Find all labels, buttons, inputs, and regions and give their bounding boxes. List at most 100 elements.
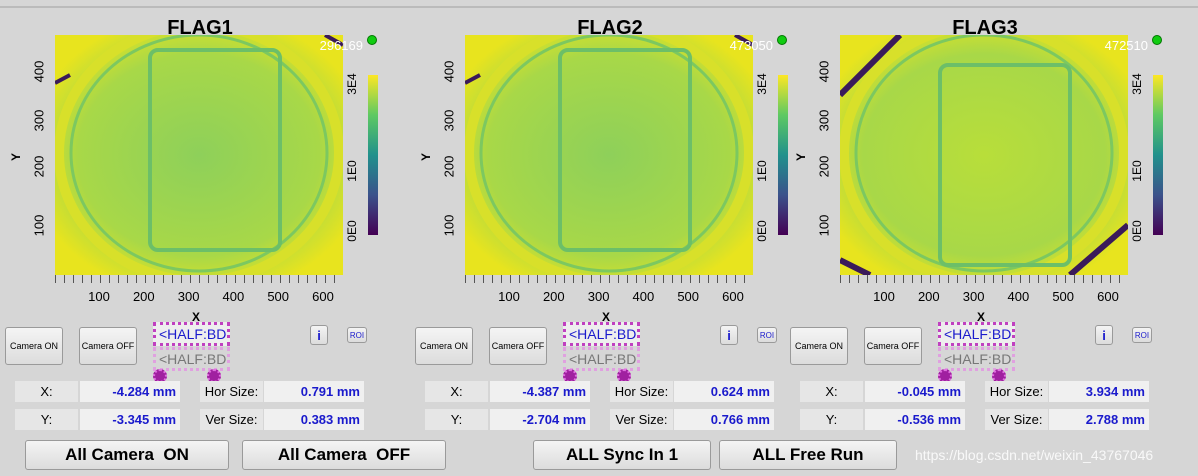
global-button[interactable]: All Camera OFF: [242, 440, 446, 470]
roi-button[interactable]: ROI: [757, 327, 777, 343]
x-tick-label: 600: [1097, 289, 1119, 304]
readout-label: Hor Size:: [610, 381, 673, 402]
status-led: [777, 35, 787, 45]
readout-value: -3.345 mm: [80, 409, 180, 430]
roi-button[interactable]: ROI: [347, 327, 367, 343]
panel-title: FLAG2: [577, 17, 643, 39]
pixel-count: 473050: [729, 38, 773, 53]
info-button[interactable]: i: [1095, 325, 1113, 345]
y-tick-label: 100: [816, 214, 832, 237]
x-axis-label: X: [192, 310, 201, 324]
x-tick-label: 400: [632, 289, 655, 304]
pixel-count: 472510: [1104, 38, 1148, 53]
panel-title: FLAG3: [952, 17, 1018, 39]
x-tick-label: 100: [498, 289, 520, 304]
y-axis-label: Y: [9, 152, 23, 161]
readout-label: X:: [15, 381, 78, 402]
x-tick-label: 100: [873, 289, 895, 304]
colorbar-label: 1E0: [1130, 160, 1144, 182]
info-button[interactable]: i: [310, 325, 328, 345]
x-tick-label: 600: [722, 289, 744, 304]
x-tick-label: 300: [177, 289, 200, 304]
y-tick-label: 200: [816, 155, 832, 178]
readout-label: Hor Size:: [200, 381, 263, 402]
readout-value: -0.536 mm: [865, 409, 965, 430]
x-axis-ticks: [840, 275, 1128, 283]
info-button[interactable]: i: [720, 325, 738, 345]
y-axis-label: Y: [794, 152, 808, 161]
image-svg: [840, 35, 1128, 275]
x-tick-label: 200: [917, 289, 940, 304]
camera-off-button[interactable]: Camera OFF: [79, 327, 137, 365]
readout-value: -4.387 mm: [490, 381, 590, 402]
y-tick-label: 400: [816, 60, 832, 83]
pixel-count: 296169: [319, 38, 363, 53]
y-tick-label: 200: [31, 155, 47, 178]
pv-label: <HALF:BD: [938, 322, 1015, 346]
x-tick-label: 500: [267, 289, 290, 304]
colorbar-label: 3E4: [755, 73, 769, 95]
pv-label: <HALF:BD: [153, 347, 230, 371]
readout-label: Ver Size:: [985, 409, 1048, 430]
panel-title: FLAG1: [167, 17, 233, 39]
watermark: https://blog.csdn.net/weixin_43767046: [915, 447, 1154, 463]
readout-label: Y:: [425, 409, 488, 430]
global-button[interactable]: All Camera ON: [25, 440, 229, 470]
readout-value: 0.624 mm: [674, 381, 774, 402]
pv-label: <HALF:BD: [938, 347, 1015, 371]
x-tick-label: 200: [542, 289, 565, 304]
camera-image: [840, 35, 1128, 275]
y-tick-label: 100: [441, 214, 457, 237]
pv-label: <HALF:BD: [153, 322, 230, 346]
colorbar-label: 0E0: [345, 220, 359, 242]
status-led: [1152, 35, 1162, 45]
colorbar: [1153, 75, 1163, 235]
colorbar-label: 3E4: [345, 73, 359, 95]
colorbar-label: 0E0: [755, 220, 769, 242]
readout-value: 0.383 mm: [264, 409, 364, 430]
readout-value: 3.934 mm: [1049, 381, 1149, 402]
y-tick-label: 300: [816, 109, 832, 132]
readout-label: X:: [425, 381, 488, 402]
roi-button[interactable]: ROI: [1132, 327, 1152, 343]
readout-value: 0.766 mm: [674, 409, 774, 430]
x-axis-label: X: [977, 310, 986, 324]
readout-label: Ver Size:: [610, 409, 673, 430]
camera-on-button[interactable]: Camera ON: [415, 327, 473, 365]
camera-off-button[interactable]: Camera OFF: [489, 327, 547, 365]
pv-label: <HALF:BD: [563, 322, 640, 346]
top-border: [0, 6, 1198, 8]
colorbar-label: 0E0: [1130, 220, 1144, 242]
readout-label: Y:: [800, 409, 863, 430]
readout-label: X:: [800, 381, 863, 402]
x-tick-label: 300: [962, 289, 985, 304]
camera-off-button[interactable]: Camera OFF: [864, 327, 922, 365]
x-tick-label: 200: [132, 289, 155, 304]
x-tick-label: 600: [312, 289, 334, 304]
y-tick-label: 400: [441, 60, 457, 83]
y-tick-label: 200: [441, 155, 457, 178]
readout-label: Y:: [15, 409, 78, 430]
camera-on-button[interactable]: Camera ON: [790, 327, 848, 365]
global-button[interactable]: ALL Sync In 1: [533, 440, 711, 470]
image-svg: [55, 35, 343, 275]
y-tick-label: 400: [31, 60, 47, 83]
y-tick-label: 300: [31, 109, 47, 132]
x-axis-ticks: [55, 275, 343, 283]
x-tick-label: 400: [222, 289, 245, 304]
x-tick-label: 100: [88, 289, 110, 304]
y-axis-label: Y: [419, 152, 433, 161]
readout-value: -0.045 mm: [865, 381, 965, 402]
camera-on-button[interactable]: Camera ON: [5, 327, 63, 365]
image-svg: [465, 35, 753, 275]
readout-value: -4.284 mm: [80, 381, 180, 402]
readout-value: 0.791 mm: [264, 381, 364, 402]
readout-label: Hor Size:: [985, 381, 1048, 402]
global-button[interactable]: ALL Free Run: [719, 440, 897, 470]
readout-value: 2.788 mm: [1049, 409, 1149, 430]
y-tick-label: 300: [441, 109, 457, 132]
colorbar: [368, 75, 378, 235]
y-tick-label: 100: [31, 214, 47, 237]
readout-value: -2.704 mm: [490, 409, 590, 430]
